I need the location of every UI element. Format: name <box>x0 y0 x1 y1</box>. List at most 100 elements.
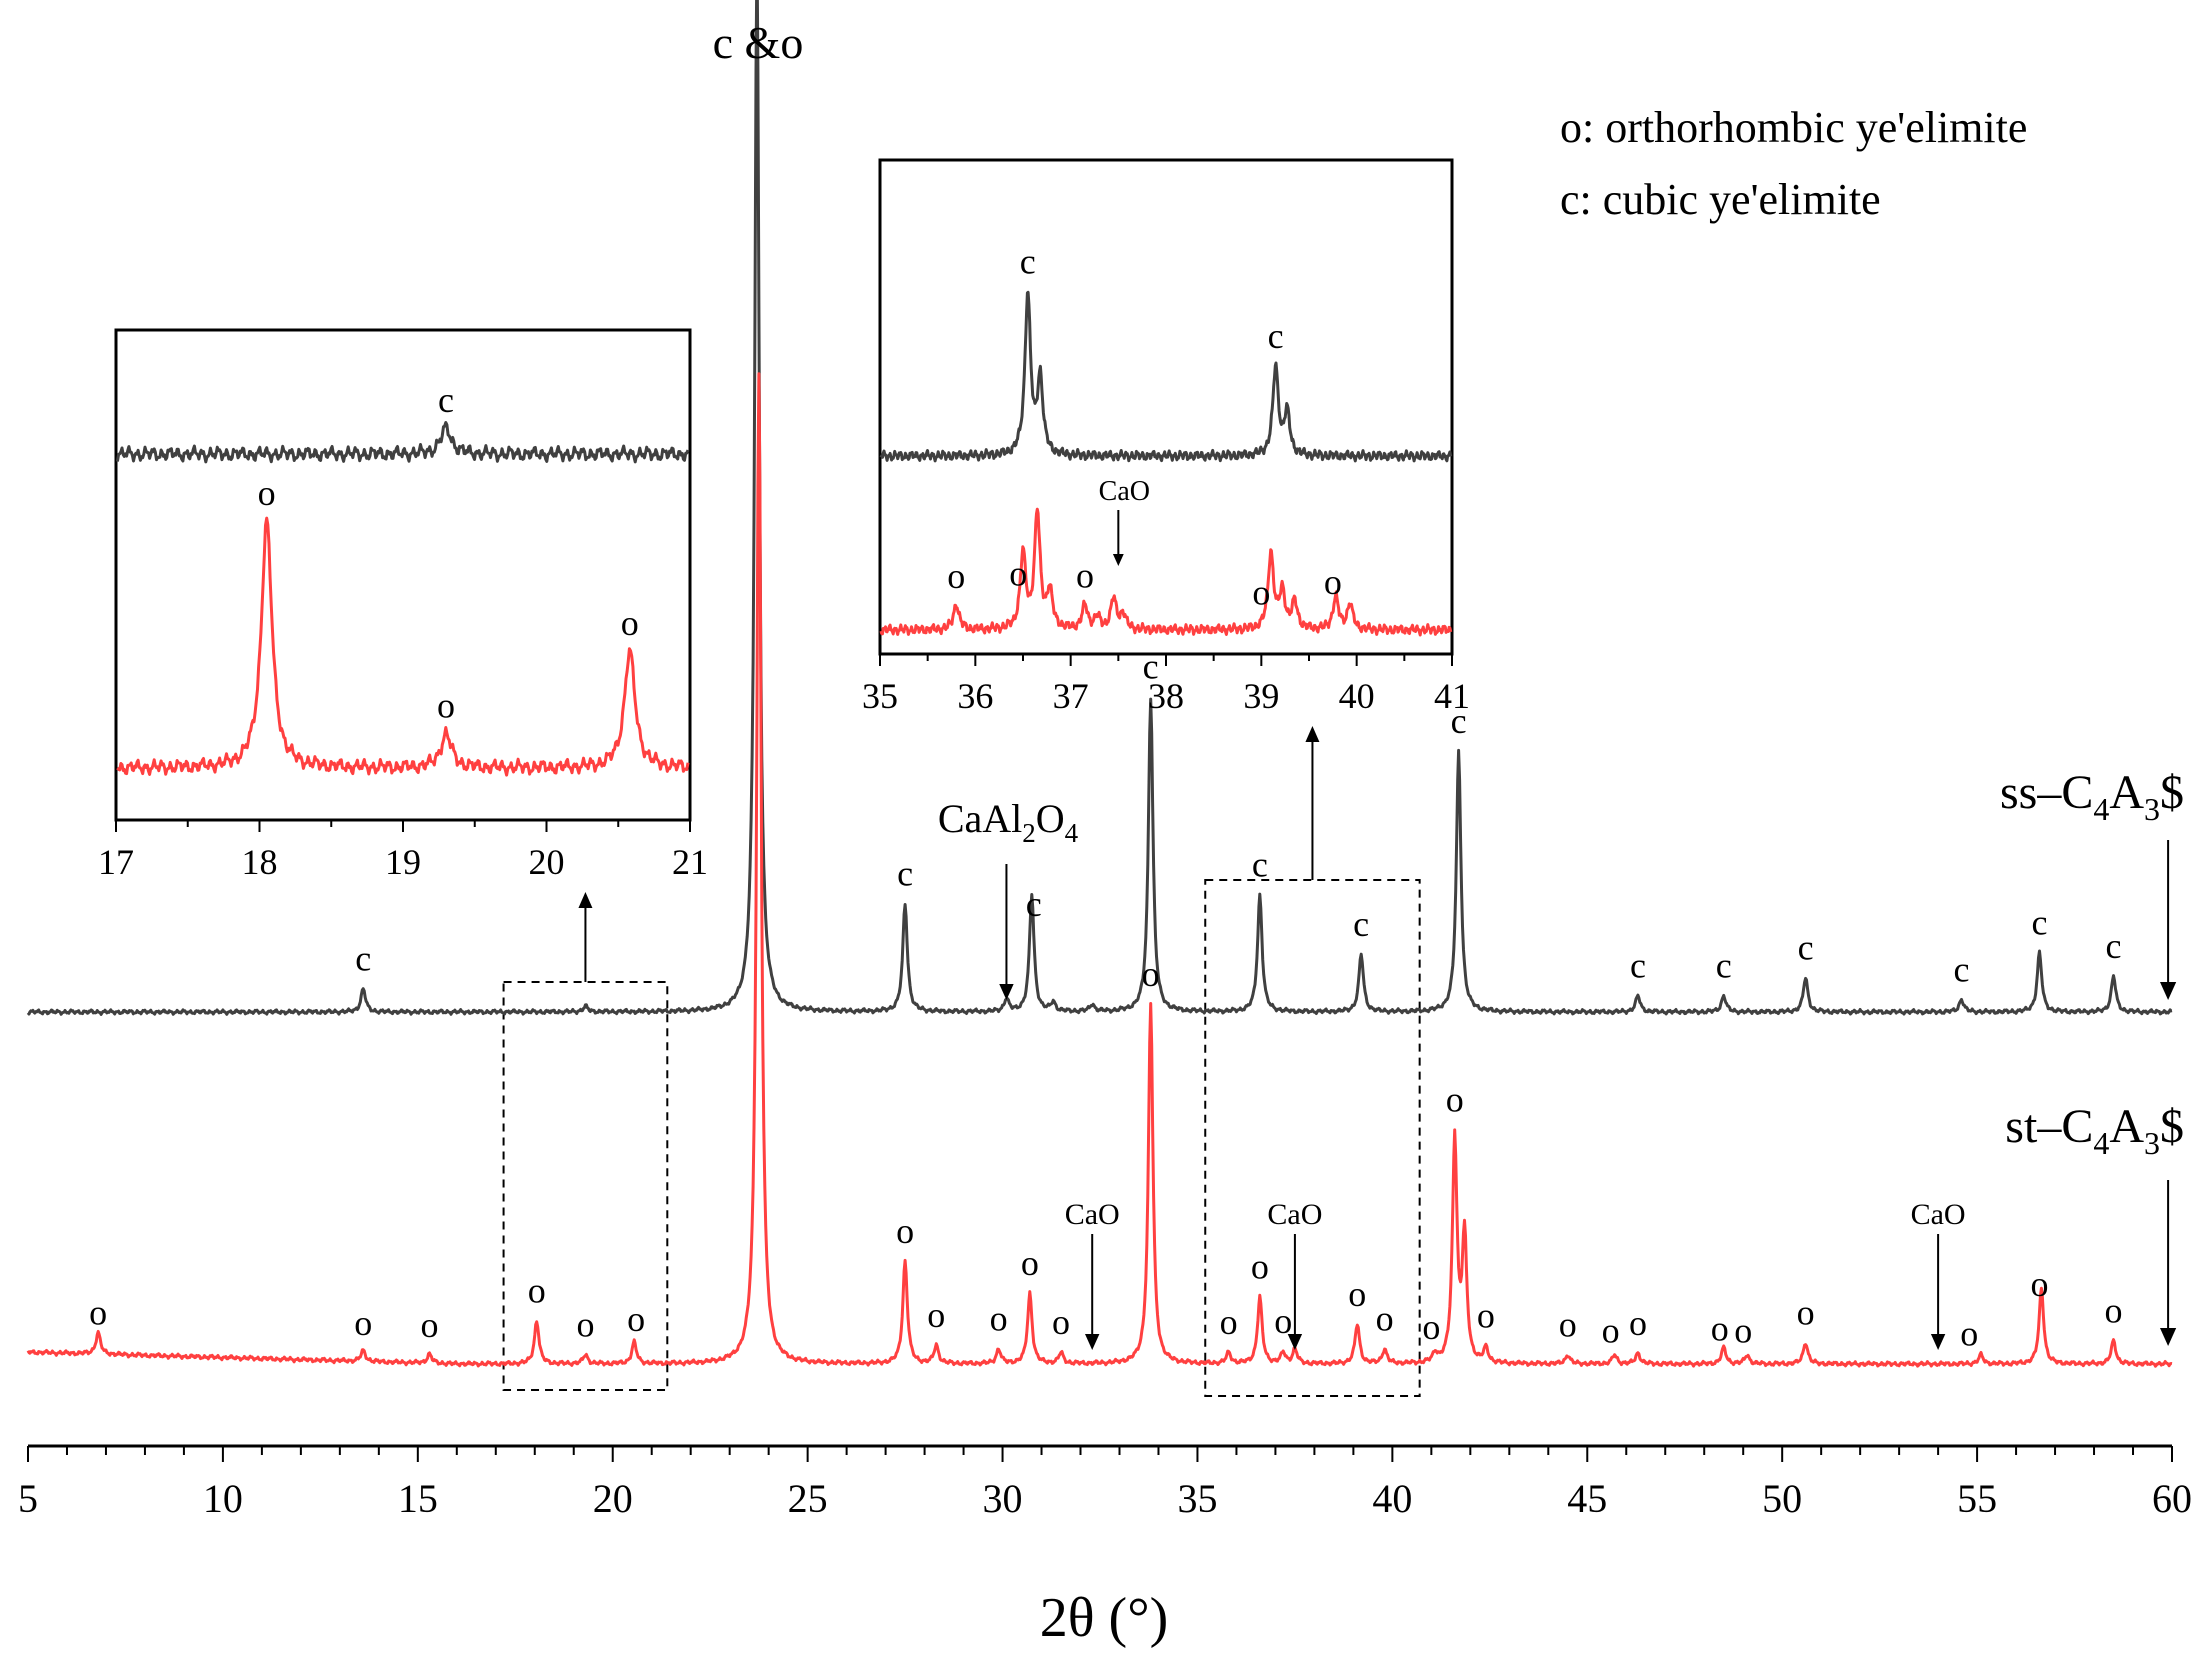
peak-label: c <box>1716 946 1732 986</box>
peak-label: c <box>1954 949 1970 989</box>
x-tick-label: 50 <box>1762 1476 1802 1521</box>
caal2o4-sub2: 4 <box>1065 818 1079 848</box>
inset-peak-label: c <box>1268 316 1284 356</box>
inset-tick-label: 18 <box>242 842 278 882</box>
peak-label: o <box>896 1211 914 1251</box>
series-label-st-main: st–C <box>2005 1100 2093 1153</box>
inset-tick-label: 40 <box>1339 676 1375 716</box>
peak-label: o <box>576 1305 594 1345</box>
cao-arrow-head <box>1930 1334 1946 1350</box>
series-label-ss-sub2: 3 <box>2144 791 2160 827</box>
inset-frame <box>878 158 1454 656</box>
inset-peak-label: o <box>1324 562 1342 602</box>
cao-label: CaO <box>1911 1198 1966 1231</box>
inset-tick-label: 38 <box>1148 676 1184 716</box>
peak-label: o <box>1559 1305 1577 1345</box>
legend-orthorhombic: o: orthorhombic ye'elimite <box>1560 103 2027 152</box>
x-tick-label: 25 <box>788 1476 828 1521</box>
peak-label: o <box>2030 1264 2048 1304</box>
peak-label: o <box>1797 1292 1815 1332</box>
zoom-arrow-1-head <box>578 892 593 908</box>
x-axis: 5 10 15 20 25 30 35 40 45 50 55 60 <box>18 1444 2192 1521</box>
inset-cao-label: CaO <box>1099 476 1150 507</box>
main-traces <box>26 0 2173 1368</box>
inset-cao-arrow-head <box>1112 554 1124 566</box>
x-tick-label: 5 <box>18 1476 38 1521</box>
peak-label: c <box>2106 926 2122 966</box>
peak-label: o <box>1960 1313 1978 1353</box>
series-label-st: st–C4A3$ <box>2005 1100 2184 1161</box>
cao-arrow-head <box>1085 1334 1100 1350</box>
peak-label: c <box>1353 904 1369 944</box>
x-tick-label: 30 <box>983 1476 1023 1521</box>
peak-label: c <box>897 854 913 894</box>
peak-label: o <box>1446 1079 1464 1119</box>
inset-tick-label: 35 <box>862 676 898 716</box>
peak-label: o <box>1711 1308 1729 1348</box>
inset-tick-label: 21 <box>672 842 708 882</box>
inset-tick-label: 37 <box>1053 676 1089 716</box>
cao-label: CaO <box>1065 1198 1120 1231</box>
peak-label: c <box>1798 928 1814 968</box>
peak-label: o <box>354 1303 372 1343</box>
caal2o4-main: CaAl <box>938 796 1022 841</box>
inset-tick-label: 39 <box>1243 676 1279 716</box>
peak-label: o <box>1052 1302 1070 1342</box>
inset-tick-label: 17 <box>98 842 134 882</box>
peak-label: c <box>1026 884 1042 924</box>
series-label-ss-main: ss–C <box>2000 766 2093 819</box>
peak-label: o <box>1274 1301 1292 1341</box>
peak-label: c <box>1630 946 1646 986</box>
inset-lower-trace <box>116 516 690 777</box>
x-tick-label: 55 <box>1957 1476 1997 1521</box>
st-end-arrow-head <box>2160 1328 2177 1346</box>
inset-17-21: 17 18 19 20 21 c o o o <box>98 328 708 882</box>
peak-label: o <box>1629 1303 1647 1343</box>
inset-35-41: 35 36 37 38 39 40 41 c c o o o o o CaO <box>862 158 1470 716</box>
peak-label: o <box>1602 1311 1620 1351</box>
inset-peak-label: o <box>1252 572 1270 612</box>
caal2o4-sub1: 2 <box>1022 818 1036 848</box>
zoom-arrow-2-head <box>1305 726 1320 742</box>
inset-tick-label: 36 <box>957 676 993 716</box>
x-axis-label: 2θ (°) <box>1040 1587 1169 1649</box>
x-tick-label: 20 <box>593 1476 633 1521</box>
x-tick-label: 10 <box>203 1476 243 1521</box>
series-label-st-sub2: 3 <box>2144 1125 2160 1161</box>
peak-label: o <box>1477 1296 1495 1336</box>
inset-peak-label: o <box>437 686 455 726</box>
peak-label: c <box>2031 903 2047 943</box>
inset-upper-trace <box>879 290 1453 463</box>
series-line-st <box>26 372 2173 1368</box>
inset-tick-label: 19 <box>385 842 421 882</box>
x-tick-label: 35 <box>1177 1476 1217 1521</box>
peak-label: o <box>1734 1311 1752 1351</box>
peak-label: o <box>89 1292 107 1332</box>
inset-peak-label: o <box>1076 556 1094 596</box>
inset-tick-label: 41 <box>1434 676 1470 716</box>
peak-label: o <box>627 1299 645 1339</box>
inset-upper-trace <box>115 421 690 464</box>
legend-cubic: c: cubic ye'elimite <box>1560 175 1881 224</box>
caal2o4-arrow-head <box>999 984 1014 1000</box>
peak-label: o <box>1220 1302 1238 1342</box>
peak-label: o <box>1142 954 1160 994</box>
peak-label: o <box>1251 1247 1269 1287</box>
inset-peak-label: c <box>1020 241 1036 281</box>
inset-peak-label: c <box>438 380 454 420</box>
peak-label: o <box>2105 1290 2123 1330</box>
cao-arrow-head <box>1287 1334 1303 1350</box>
peak-label: o <box>1376 1299 1394 1339</box>
series-label-st-sub1: 4 <box>2093 1125 2109 1161</box>
x-tick-label: 40 <box>1372 1476 1412 1521</box>
inset-tick-label: 20 <box>529 842 565 882</box>
peak-label: o <box>1021 1243 1039 1283</box>
series-line-ss <box>26 0 2173 1016</box>
peak-label: o <box>421 1305 439 1345</box>
peak-label: o <box>1422 1307 1440 1347</box>
peak-label: c <box>355 939 371 979</box>
peak-label: o <box>927 1295 945 1335</box>
peak-label: o <box>528 1271 546 1311</box>
